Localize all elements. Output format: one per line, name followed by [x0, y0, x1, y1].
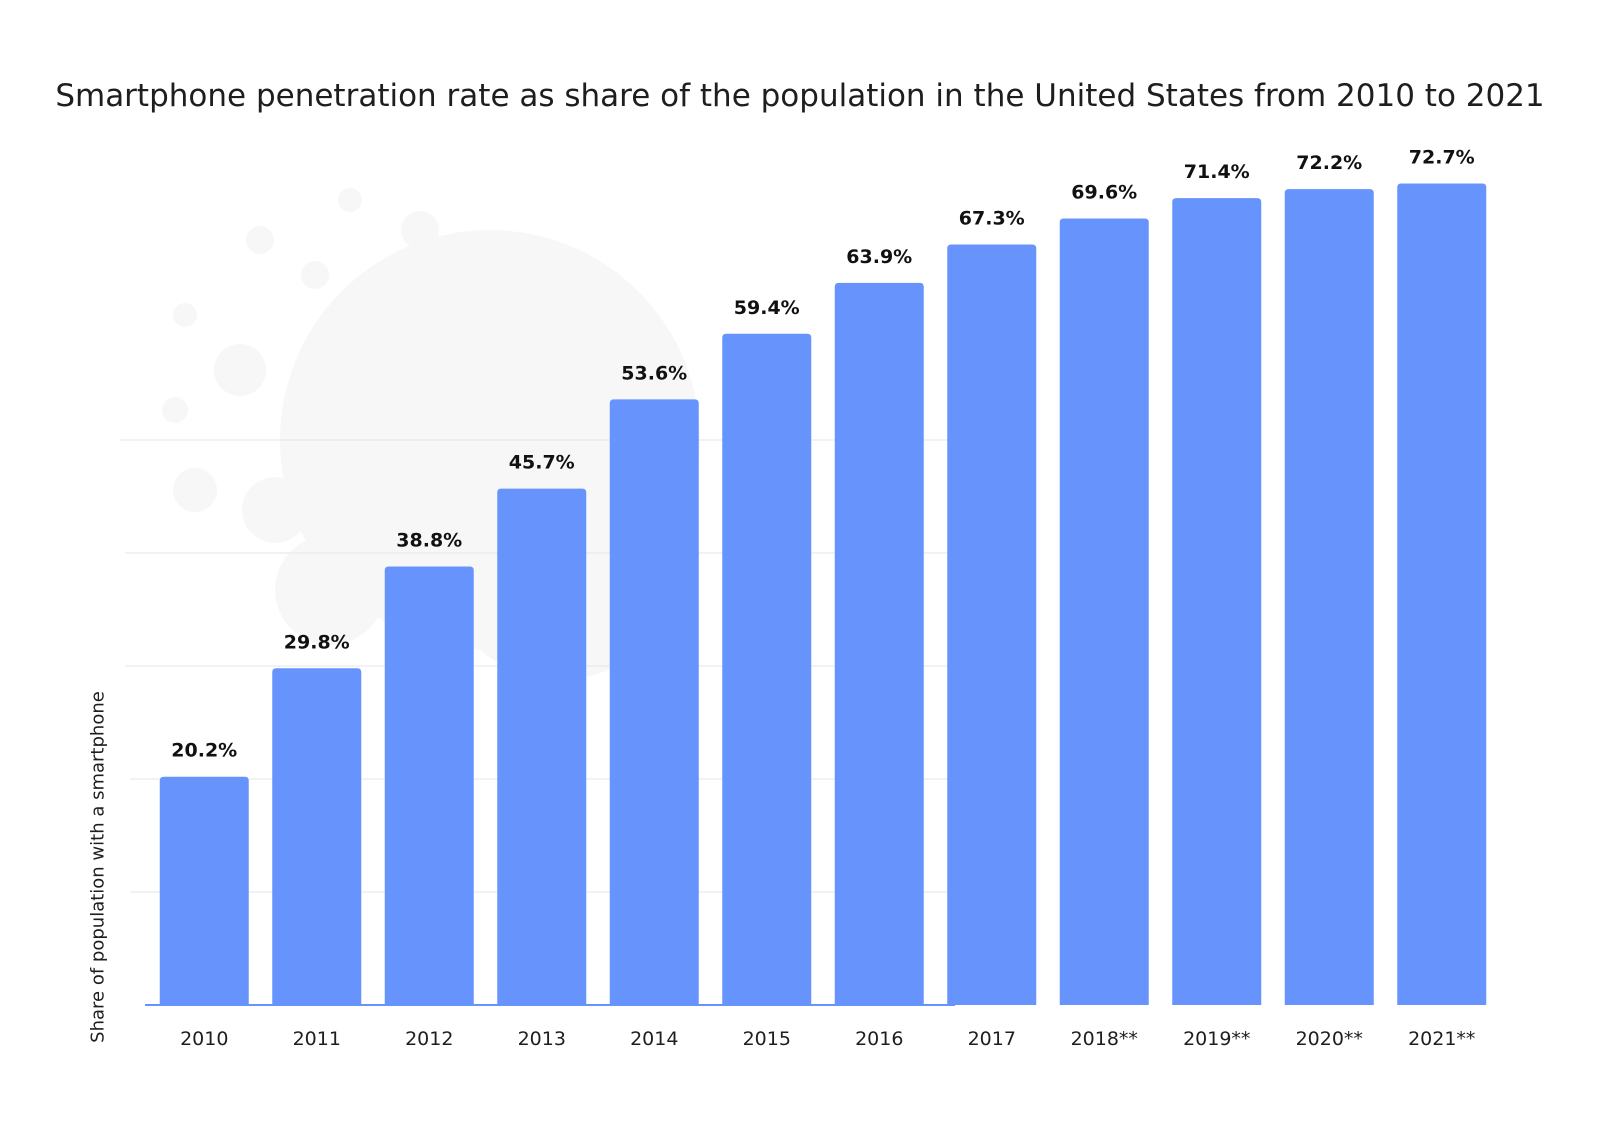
x-tick-label: 2010: [180, 1028, 228, 1050]
x-tick-label: 2017: [968, 1028, 1016, 1050]
data-label: 53.6%: [621, 362, 687, 384]
watermark-blob: [162, 397, 188, 423]
data-label: 45.7%: [509, 452, 575, 474]
bar: [1059, 218, 1149, 1005]
x-tick-label: 2014: [630, 1028, 678, 1050]
data-label: 69.6%: [1071, 182, 1137, 204]
bar: [272, 668, 362, 1005]
watermark-blob: [242, 477, 308, 543]
data-label: 72.7%: [1409, 146, 1475, 168]
bar: [609, 399, 699, 1005]
watermark-blob: [401, 211, 439, 249]
watermark-blob: [301, 261, 329, 289]
y-axis-label: Share of population with a smartphone: [87, 691, 109, 1043]
bar: [384, 566, 474, 1005]
data-label: 67.3%: [959, 208, 1025, 230]
watermark-blob: [420, 240, 480, 300]
watermark-blob: [173, 468, 217, 512]
data-label: 72.2%: [1296, 152, 1362, 174]
bar: [159, 776, 249, 1005]
watermark-blob: [214, 344, 266, 396]
bar: [722, 333, 812, 1005]
data-label: 20.2%: [171, 740, 237, 762]
watermark-blob: [246, 226, 274, 254]
bar: [497, 488, 587, 1006]
bar: [834, 282, 924, 1005]
x-tick-label: 2019**: [1183, 1028, 1250, 1050]
bar: [1284, 189, 1374, 1005]
watermark-blob: [173, 303, 197, 327]
bar: [947, 244, 1037, 1005]
x-tick-label: 2020**: [1296, 1028, 1363, 1050]
x-tick-label: 2021**: [1408, 1028, 1475, 1050]
bar: [1172, 198, 1262, 1005]
data-label: 38.8%: [396, 530, 462, 552]
data-label: 63.9%: [846, 246, 912, 268]
x-tick-label: 2012: [405, 1028, 453, 1050]
x-tick-label: 2016: [855, 1028, 903, 1050]
chart-title: Smartphone penetration rate as share of …: [55, 78, 1545, 114]
x-tick-label: 2011: [293, 1028, 341, 1050]
x-tick-label: 2015: [743, 1028, 791, 1050]
watermark-blob: [338, 188, 362, 212]
x-tick-label: 2013: [518, 1028, 566, 1050]
data-label: 29.8%: [284, 631, 350, 653]
watermark-blob: [344, 284, 416, 356]
data-label: 71.4%: [1184, 161, 1250, 183]
bar: [1397, 183, 1487, 1006]
watermark-blob: [275, 535, 385, 645]
x-tick-label: 2018**: [1071, 1028, 1138, 1050]
data-label: 59.4%: [734, 297, 800, 319]
